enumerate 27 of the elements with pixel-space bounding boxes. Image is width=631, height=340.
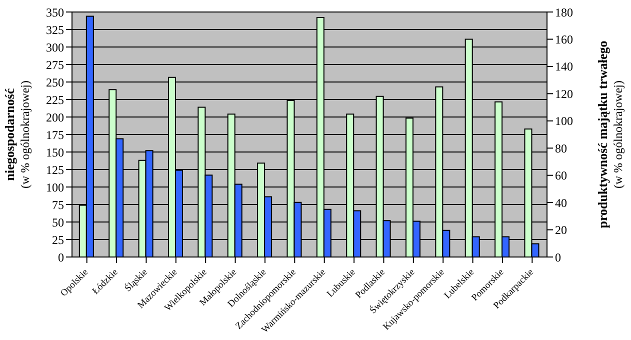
y-tick-label: 175: [46, 128, 64, 142]
y-tick-label: 275: [46, 58, 64, 72]
y2-tick-label: 140: [555, 60, 573, 74]
y2-tick-label: 60: [555, 168, 567, 183]
y2-tick-label: 40: [555, 196, 567, 210]
y2-tick-label: 180: [555, 5, 573, 20]
y-tick-label: 50: [52, 215, 64, 230]
y2-tick-label: 0: [555, 250, 561, 264]
y-tick-label: 100: [46, 180, 64, 194]
y2-tick-label: 80: [555, 141, 567, 156]
y-tick-label: 125: [46, 162, 64, 177]
y-tick-label: 300: [46, 40, 64, 54]
y2-tick-label: 160: [555, 32, 573, 46]
y-tick-label: 0: [58, 250, 64, 264]
y-tick-label: 150: [46, 145, 64, 160]
y-tick-label: 325: [46, 22, 64, 37]
y2-axis-title: produktywność majątku trwałego (w % ogólnokrajowej): [595, 40, 625, 228]
y2-tick-label: 20: [555, 223, 567, 238]
y-tick-label: 75: [52, 198, 64, 212]
y2-tick-label: 100: [555, 114, 573, 128]
y-tick-label: 350: [46, 5, 64, 20]
y-tick-label: 225: [46, 92, 64, 107]
y2-tick-label: 120: [555, 86, 573, 101]
y-tick-label: 25: [52, 232, 64, 247]
y-tick-label: 250: [46, 75, 64, 90]
y-tick-label: 200: [46, 110, 64, 124]
y-axis-title: niegospodarność (w % ogólnokrajowej): [2, 80, 32, 188]
